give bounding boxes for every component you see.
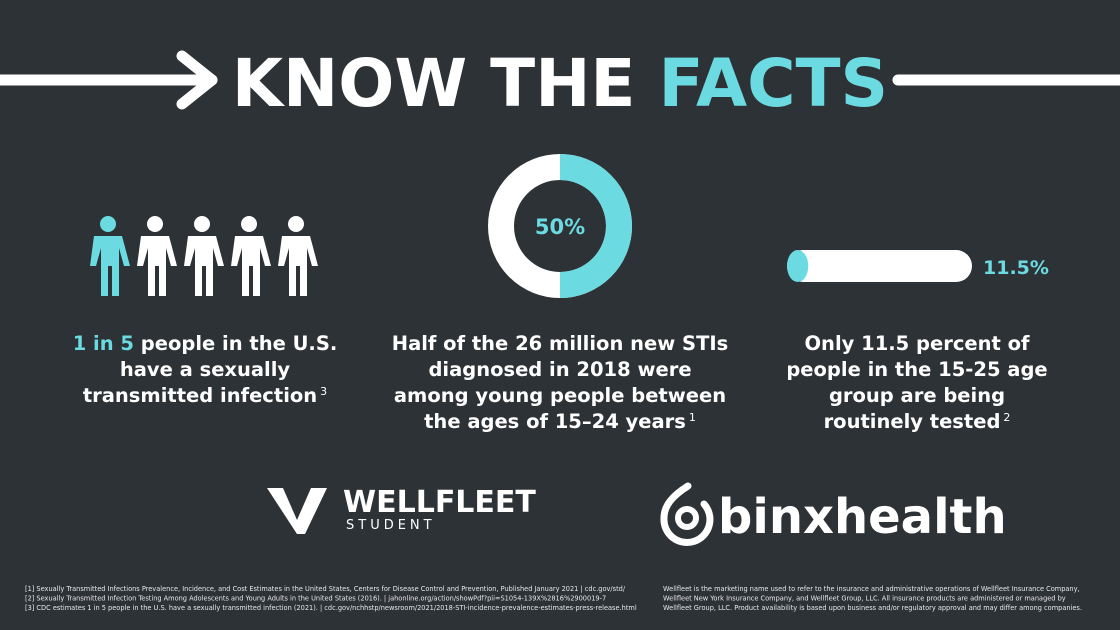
- person-head: [241, 216, 257, 232]
- title: KNOW THE FACTS: [232, 45, 888, 122]
- bar-label: 11.5%: [983, 257, 1049, 279]
- fact-line-text: have a sexually: [120, 358, 291, 381]
- fact-line-text: the ages of 15–24 years: [424, 410, 686, 433]
- fact-line: the ages of 15–24 years 1: [424, 410, 696, 433]
- fact-text: Half of the 26 million new STIs diagnosed…: [392, 332, 729, 433]
- person-head: [194, 216, 210, 232]
- fact-line-text: Only 11.5 percent of: [804, 332, 1030, 355]
- person-body: [278, 236, 318, 296]
- person-body: [137, 236, 177, 296]
- person-body: [184, 236, 224, 296]
- wellfleet-name: WELLFLEET: [343, 485, 536, 520]
- binx-name: binxhealth: [718, 489, 1007, 545]
- fact-line-text: people in the 15-25 age: [786, 358, 1047, 381]
- footnote: [1] Sexually Transmitted Infections Prev…: [25, 585, 626, 593]
- fact-line-text: group are being: [829, 384, 1005, 407]
- footnote-ref: 1: [689, 411, 696, 424]
- footnote-ref: 3: [320, 385, 327, 398]
- fact-line-text: people in the U.S.: [141, 332, 338, 355]
- people-icons: [90, 216, 318, 296]
- fact-line: among young people between: [394, 384, 726, 407]
- footnote-ref: 2: [1003, 411, 1010, 424]
- person-body: [90, 236, 130, 296]
- fact-line: routinely tested 2: [824, 410, 1011, 433]
- fact-text: Only 11.5 percent of people in the 15-25 …: [786, 332, 1047, 433]
- fact-line: group are being: [829, 384, 1005, 407]
- bar-fill: [787, 250, 809, 282]
- disclaimer: Wellfleet New York Insurance Company, an…: [663, 595, 1066, 603]
- disclaimer: Wellfleet Group, LLC. Product availabili…: [663, 604, 1082, 612]
- fact-line-text: diagnosed in 2018 were: [428, 358, 691, 381]
- bar-track: [787, 250, 972, 282]
- binx-logo: binxhealth: [660, 482, 1007, 546]
- title-part: KNOW THE: [232, 45, 636, 122]
- fact-line: Half of the 26 million new STIs: [392, 332, 729, 355]
- fact-text: 1 in 5 people in the U.S. have a sexually…: [73, 332, 338, 407]
- fact-line: 1 in 5 people in the U.S.: [73, 332, 338, 355]
- wellfleet-logo: WELLFLEET STUDENT: [267, 485, 536, 534]
- wellfleet-sub: STUDENT: [346, 518, 436, 533]
- fact-line-text: transmitted infection: [83, 384, 317, 407]
- person-head: [100, 216, 116, 232]
- fact-line: people in the 15-25 age: [786, 358, 1047, 381]
- fact-line: Only 11.5 percent of: [804, 332, 1030, 355]
- person-head: [288, 216, 304, 232]
- fact-line-text: routinely tested: [824, 410, 1001, 433]
- fact-line-text: among young people between: [394, 384, 726, 407]
- fact-line: diagnosed in 2018 were: [428, 358, 691, 381]
- footnote: [3] CDC estimates 1 in 5 people in the U…: [25, 604, 637, 612]
- fact-line: transmitted infection 3: [83, 384, 327, 407]
- donut-segment: [559, 154, 632, 298]
- title-highlight: FACTS: [659, 45, 889, 122]
- donut-label: 50%: [535, 215, 585, 239]
- footnote: [2] Sexually Transmitted Infection Testi…: [25, 595, 606, 603]
- arrow-left: [0, 50, 218, 110]
- fact-line: have a sexually: [120, 358, 291, 381]
- fact-highlight: 1 in 5: [73, 332, 134, 355]
- person-body: [231, 236, 271, 296]
- fact-line-text: Half of the 26 million new STIs: [392, 332, 729, 355]
- person-head: [147, 216, 163, 232]
- disclaimer: Wellfleet is the marketing name used to …: [663, 585, 1080, 593]
